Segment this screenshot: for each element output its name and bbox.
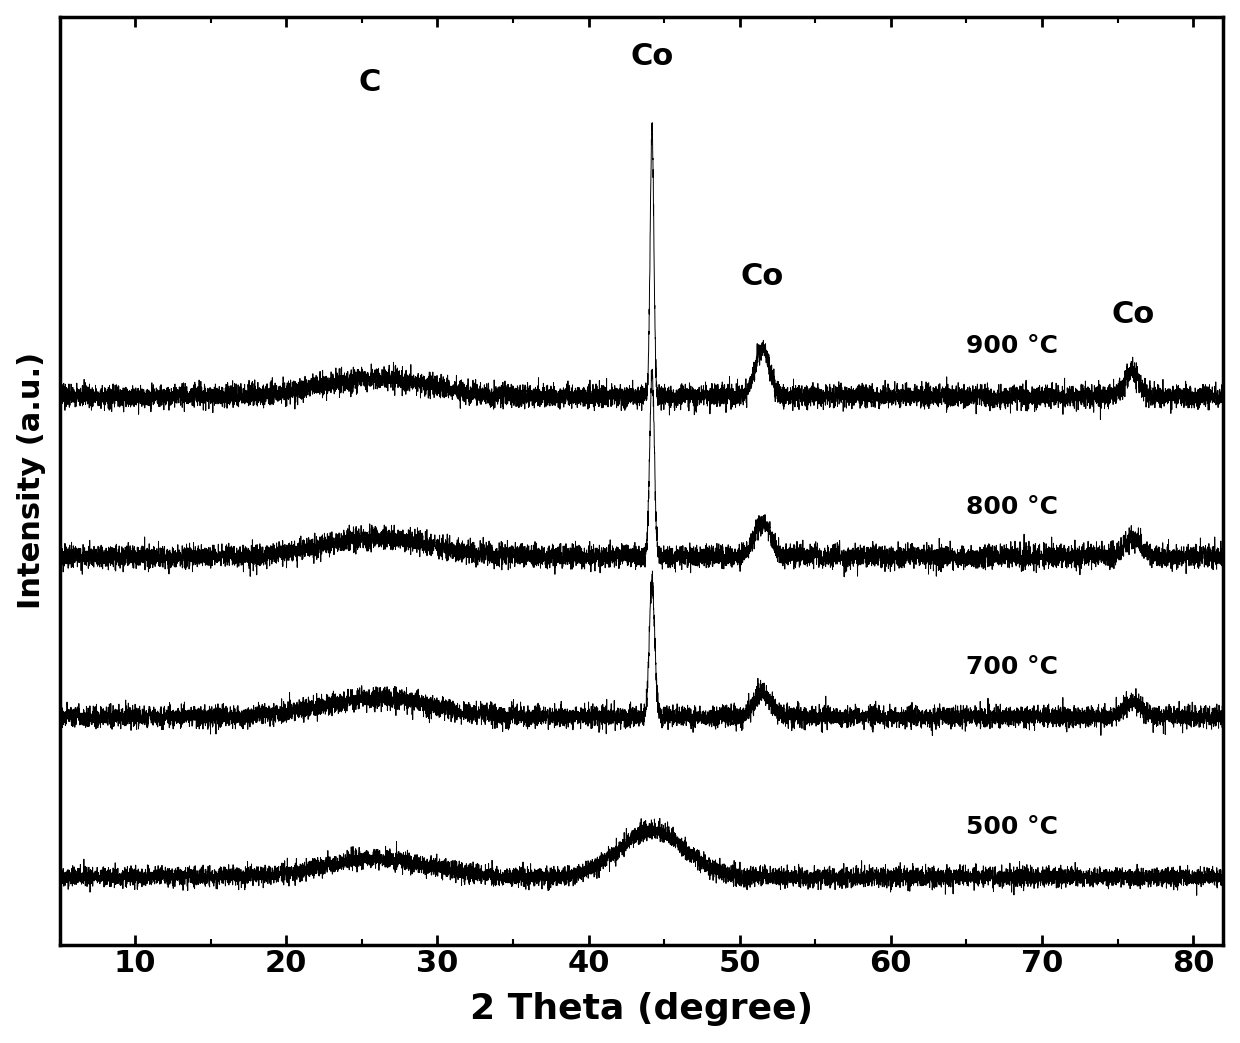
Text: Co: Co [740, 262, 784, 291]
Text: Co: Co [1111, 299, 1154, 329]
X-axis label: 2 Theta (degree): 2 Theta (degree) [470, 992, 813, 1026]
Text: 700 °C: 700 °C [966, 655, 1059, 679]
Text: C: C [358, 68, 381, 97]
Text: Co: Co [630, 43, 673, 72]
Text: 800 °C: 800 °C [966, 494, 1059, 518]
Text: 500 °C: 500 °C [966, 816, 1059, 840]
Text: 900 °C: 900 °C [966, 335, 1059, 359]
Y-axis label: Intensity (a.u.): Intensity (a.u.) [16, 353, 46, 609]
